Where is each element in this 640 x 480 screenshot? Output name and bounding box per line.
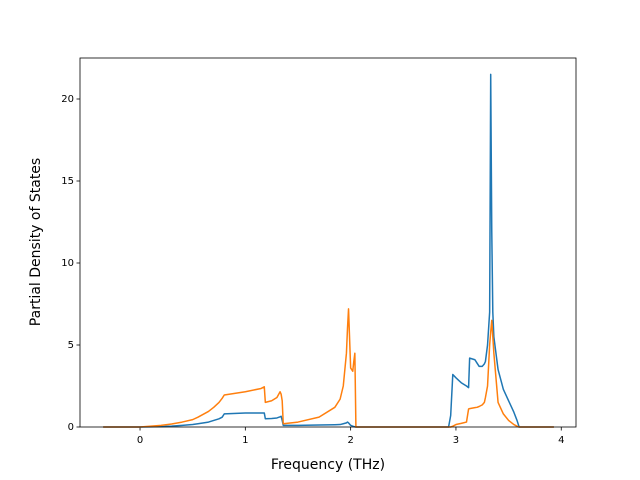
line-series xyxy=(103,73,554,428)
x-axis-label: Frequency (THz) xyxy=(271,457,385,473)
y-tick-label: 20 xyxy=(61,94,74,105)
y-tick-label: 0 xyxy=(68,422,74,433)
plot-frame xyxy=(79,57,577,428)
line-series xyxy=(103,308,554,428)
y-tick-label: 10 xyxy=(61,258,74,269)
y-axis-label: Partial Density of States xyxy=(28,158,44,326)
x-tick-label: 2 xyxy=(347,435,353,446)
x-tick-label: 1 xyxy=(242,435,248,446)
x-tick-label: 4 xyxy=(558,435,564,446)
x-tick-label: 0 xyxy=(137,435,143,446)
y-tick-label: 15 xyxy=(61,176,74,187)
x-tick-label: 3 xyxy=(453,435,459,446)
y-tick-label: 5 xyxy=(68,340,74,351)
